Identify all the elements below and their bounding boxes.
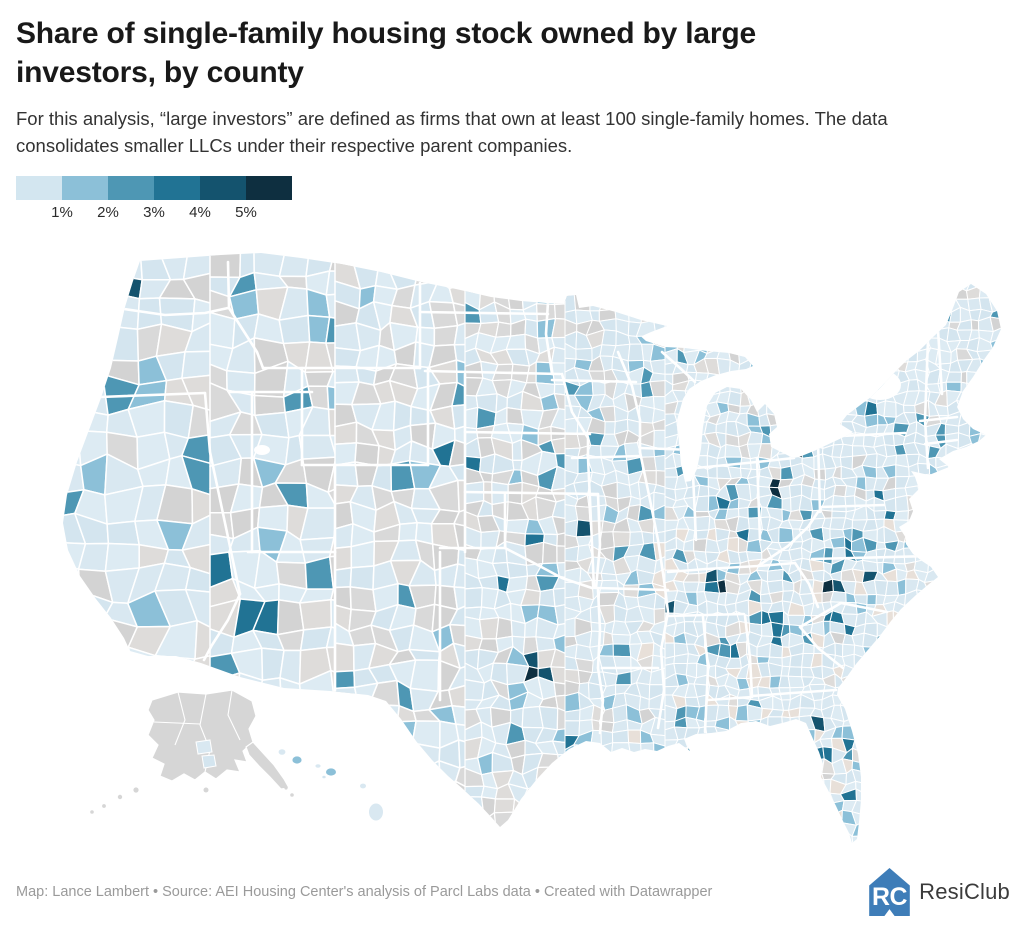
svg-text:R: R (872, 883, 890, 911)
legend-label: 5% (235, 203, 257, 221)
legend-label: 3% (143, 203, 165, 221)
attribution-line: Map: Lance Lambert • Source: AEI Housing… (16, 883, 713, 900)
footer: Map: Lance Lambert • Source: AEI Housing… (16, 868, 1010, 916)
legend-swatch (154, 175, 200, 200)
legend-swatch (200, 175, 246, 200)
page-title: Share of single-family housing stock own… (16, 17, 756, 89)
resiclub-house-icon: R C (869, 868, 910, 916)
map-description: For this analysis, “large investors” are… (16, 108, 888, 156)
brand-name: ResiClub (919, 879, 1010, 904)
legend-swatch (246, 175, 292, 200)
header: Share of single-family housing stock own… (16, 14, 1008, 224)
legend-swatch (16, 175, 62, 200)
legend-label: 2% (97, 203, 119, 221)
legend-label: 1% (51, 203, 73, 221)
legend-color-scale (16, 175, 316, 200)
legend-swatch (62, 175, 108, 200)
legend-tick-labels: 1% 2% 3% 4% 5% (16, 204, 316, 224)
legend-label: 4% (189, 203, 211, 221)
resiclub-logo[interactable]: R C ResiClub (869, 868, 1010, 916)
legend: 1% 2% 3% 4% 5% (16, 175, 316, 224)
continental-us (63, 253, 1001, 843)
alaska-inset (90, 689, 294, 814)
hawaii-inset (278, 749, 383, 821)
legend-swatch (108, 175, 154, 200)
svg-text:C: C (890, 883, 908, 911)
